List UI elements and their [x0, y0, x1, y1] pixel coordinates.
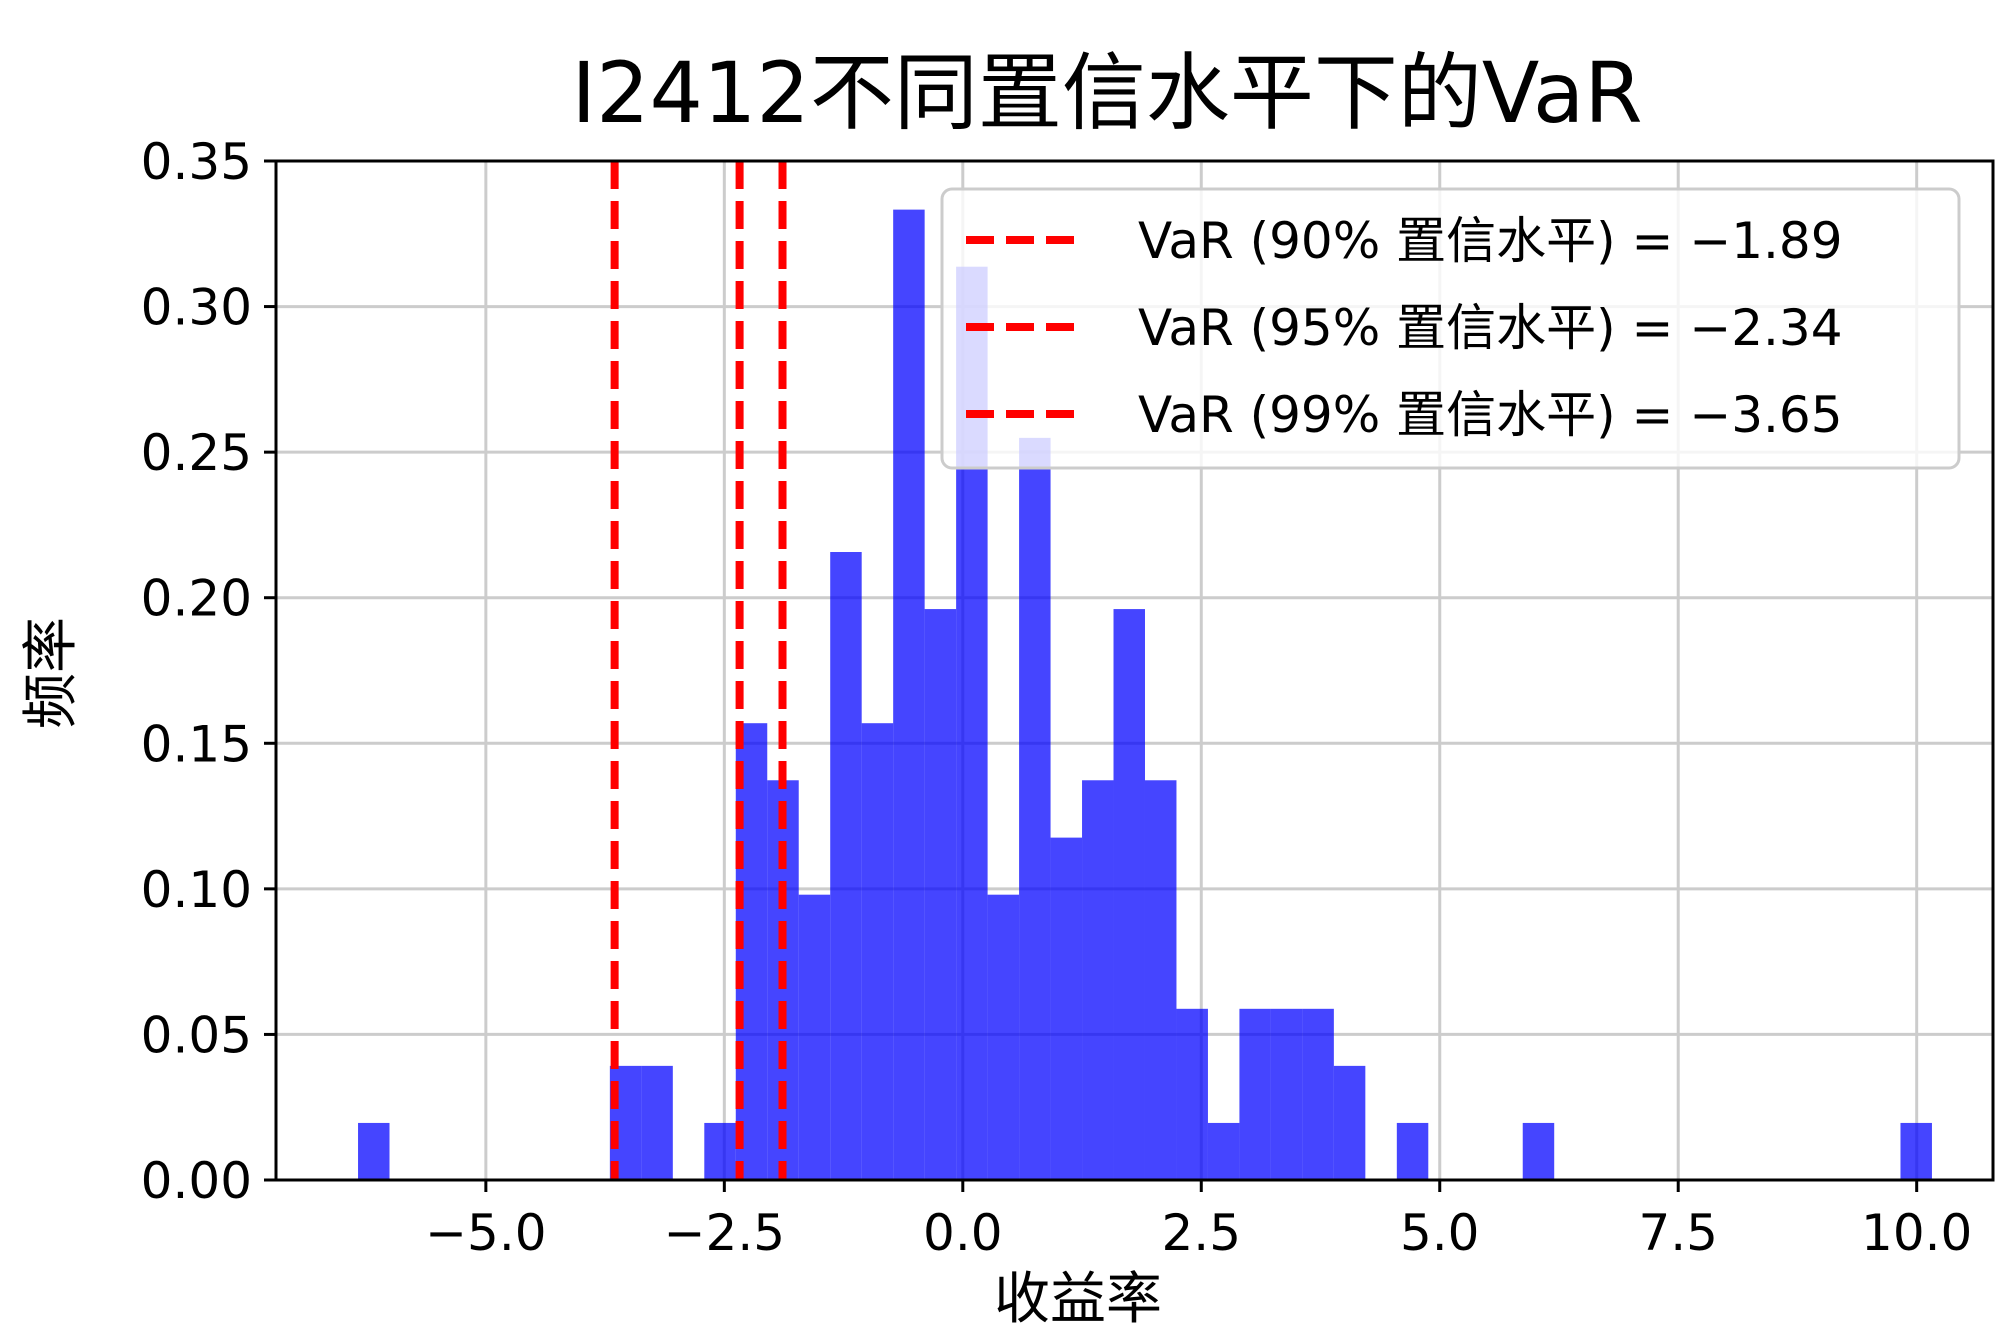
- y-tick-label: 0.05: [141, 1006, 252, 1064]
- y-axis-label: 频率: [19, 617, 84, 729]
- y-tick-label: 0.35: [141, 133, 252, 191]
- legend-entry-label: VaR (90% 置信水平) = −1.89: [1138, 212, 1843, 270]
- histogram-bar: [641, 1065, 673, 1180]
- plot-frame: [274, 159, 1995, 1182]
- histogram-bar: [358, 1122, 390, 1180]
- legend-entry-label: VaR (99% 置信水平) = −3.65: [1138, 386, 1843, 444]
- histogram-bar: [1050, 837, 1083, 1180]
- y-tick-label: 0.25: [141, 424, 252, 482]
- histogram-bar: [1082, 780, 1114, 1180]
- histogram-bar: [924, 609, 957, 1180]
- histogram-bar: [1333, 1065, 1366, 1180]
- histogram-bar: [1176, 1008, 1208, 1180]
- histogram-bar: [987, 894, 1020, 1180]
- x-tick-label: 7.5: [1638, 1204, 1718, 1262]
- histogram-bar: [861, 723, 894, 1180]
- histogram-bar: [1144, 780, 1177, 1180]
- histogram-bar: [893, 209, 925, 1180]
- histogram-bar: [704, 1122, 736, 1180]
- histogram-bar: [735, 723, 768, 1180]
- x-tick-label: 0.0: [923, 1204, 1003, 1262]
- histogram-bar: [1239, 1008, 1271, 1180]
- y-tick-label: 0.00: [141, 1152, 252, 1210]
- histogram-bar: [1396, 1122, 1429, 1180]
- y-tick-label: 0.15: [141, 715, 252, 773]
- histogram-bar: [1270, 1008, 1303, 1180]
- histogram-bar: [1113, 609, 1145, 1180]
- histogram-bar: [1019, 437, 1051, 1181]
- x-tick-label: 10.0: [1861, 1204, 1972, 1262]
- x-axis-ticks: −5.0 −2.5 0.0 2.5 5.0 7.5 10.0: [425, 1180, 1972, 1262]
- histogram-bar: [1522, 1122, 1555, 1180]
- histogram-bar: [1302, 1008, 1334, 1180]
- x-tick-label: −2.5: [664, 1204, 785, 1262]
- y-tick-label: 0.10: [141, 861, 252, 919]
- x-tick-label: 5.0: [1400, 1204, 1480, 1262]
- chart-title: I2412不同置信水平下的VaR: [571, 44, 1642, 142]
- legend: VaR (90% 置信水平) = −1.89 VaR (95% 置信水平) = −…: [940, 187, 1961, 470]
- x-axis-label: 收益率: [994, 1267, 1162, 1327]
- histogram-bar: [830, 552, 862, 1180]
- x-tick-label: 2.5: [1162, 1204, 1242, 1262]
- y-axis-ticks: 0.00 0.05 0.10 0.15 0.20 0.25 0.30 0.35: [141, 133, 276, 1210]
- legend-box: [940, 187, 1961, 470]
- legend-entry-label: VaR (95% 置信水平) = −2.34: [1138, 299, 1843, 357]
- histogram-bar: [1900, 1122, 1932, 1180]
- histogram-bars: [358, 209, 1932, 1181]
- histogram-bar: [798, 894, 831, 1180]
- x-tick-label: −5.0: [425, 1204, 546, 1262]
- y-tick-label: 0.20: [141, 570, 252, 628]
- histogram-bar: [1207, 1122, 1240, 1180]
- y-tick-label: 0.30: [141, 279, 252, 337]
- var-lines: [610, 161, 787, 1180]
